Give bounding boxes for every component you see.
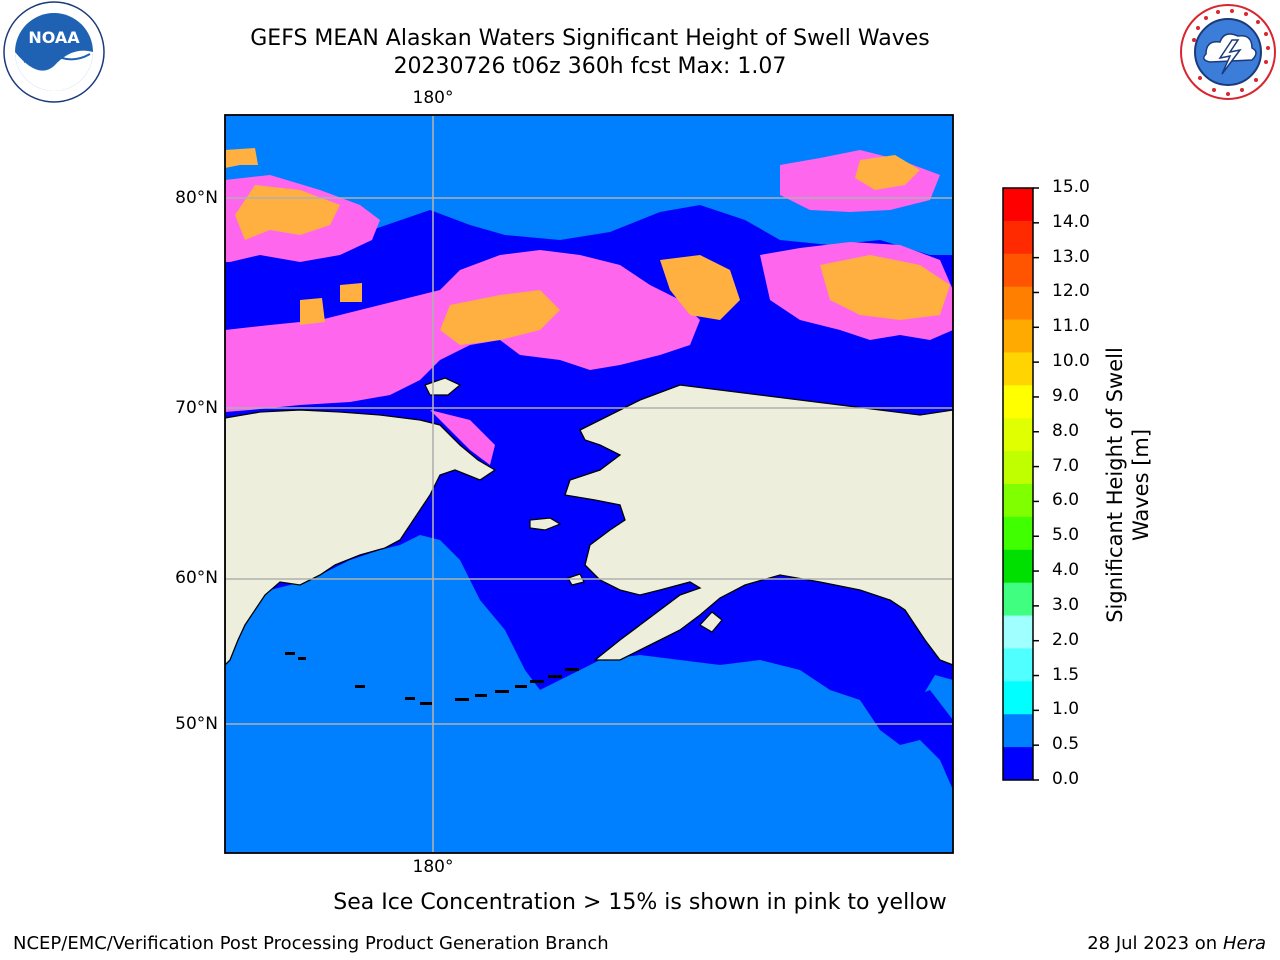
lon-label-top: 180°	[412, 88, 454, 108]
colorbar-band	[1003, 451, 1033, 485]
colorbar-band	[1003, 352, 1033, 386]
sea-ice-orange	[225, 148, 950, 345]
credit-line: NCEP/EMC/Verification Post Processing Pr…	[13, 933, 609, 954]
lat-label-80n: 80°N	[175, 188, 218, 208]
colorbar-band	[1003, 681, 1033, 715]
lat-label-60n: 60°N	[175, 568, 218, 588]
land-alaska	[564, 384, 953, 666]
run-date: 28 Jul 2023 on Hera	[1087, 933, 1266, 954]
lat-label-70n: 70°N	[175, 398, 218, 418]
colorbar-title: Significant Height of Swell Waves [m]	[1103, 347, 1153, 623]
sea-ice-pink	[225, 150, 953, 465]
colorbar-band	[1003, 582, 1033, 617]
noaa-logo: NOAA	[3, 1, 105, 103]
map-frame	[224, 114, 954, 854]
colorbar-tick-label: 4.0	[1052, 560, 1080, 581]
colorbar-band	[1003, 747, 1033, 781]
caption: Sea Ice Concentration > 15% is shown in …	[333, 890, 947, 915]
colorbar-tick-label: 3.0	[1052, 594, 1080, 615]
colorbar-tick-label: 1.5	[1052, 664, 1080, 685]
colorbar-tick-label: 10.0	[1052, 351, 1090, 372]
colorbar-tick-label: 1.0	[1052, 699, 1080, 720]
colorbar-tick-label: 15.0	[1052, 177, 1090, 197]
swell-field-gulf	[860, 690, 953, 790]
lat-label-50n: 50°N	[175, 714, 218, 734]
colorbar-band	[1003, 319, 1033, 353]
nws-logo	[1178, 2, 1278, 102]
chart-title: GEFS MEAN Alaskan Waters Significant Hei…	[250, 26, 930, 51]
colorbar-frame	[1002, 187, 1034, 781]
colorbar-band	[1003, 549, 1033, 584]
aleutian-islands	[285, 652, 579, 705]
colorbar-band	[1003, 418, 1033, 452]
colorbar-tick-label: 0.0	[1052, 769, 1080, 789]
colorbar-tick-label: 14.0	[1052, 211, 1090, 232]
colorbar-tick-label: 13.0	[1052, 246, 1090, 267]
colorbar-band	[1003, 385, 1033, 419]
chart-subtitle: 20230726 t06z 360h fcst Max: 1.07	[393, 54, 787, 79]
colorbar-band	[1003, 220, 1033, 255]
land-kodiak	[699, 611, 723, 633]
colorbar-band	[1003, 253, 1033, 288]
colorbar-tick-label: 12.0	[1052, 281, 1090, 302]
colorbar-band	[1003, 714, 1033, 748]
colorbar-tick-label: 7.0	[1052, 455, 1080, 476]
colorbar-tick-label: 11.0	[1052, 316, 1090, 337]
colorbar-band	[1003, 516, 1033, 551]
graticule	[225, 115, 953, 853]
lon-label-bottom: 180°	[412, 857, 454, 877]
colorbar-tick-label: 6.0	[1052, 490, 1080, 511]
colorbar-tick-label: 8.0	[1052, 420, 1080, 441]
colorbar-band	[1003, 286, 1033, 321]
colorbar-tick-label: 5.0	[1052, 525, 1080, 546]
colorbar-band	[1003, 615, 1033, 649]
svg-text:NOAA: NOAA	[28, 28, 80, 47]
colorbar-band	[1003, 188, 1033, 222]
colorbar-band	[1003, 484, 1033, 518]
colorbar-band	[1003, 648, 1033, 682]
land-chukotka	[225, 409, 497, 666]
colorbar-tick-label: 2.0	[1052, 629, 1080, 650]
colorbar-tick-label: 9.0	[1052, 385, 1080, 406]
colorbar-tick-label: 0.5	[1052, 734, 1080, 755]
land-st-lawrence-island	[529, 517, 562, 531]
